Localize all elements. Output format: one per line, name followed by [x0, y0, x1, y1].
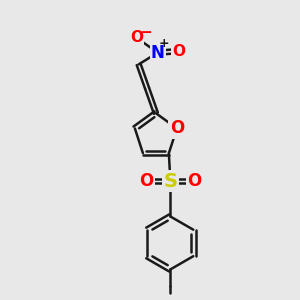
Text: −: −: [139, 25, 152, 40]
Text: O: O: [172, 44, 185, 59]
Text: +: +: [159, 37, 169, 50]
Text: O: O: [130, 30, 143, 45]
Text: O: O: [170, 119, 184, 137]
Text: N: N: [151, 44, 165, 62]
Text: S: S: [163, 172, 177, 190]
Text: O: O: [188, 172, 202, 190]
Text: O: O: [139, 172, 153, 190]
